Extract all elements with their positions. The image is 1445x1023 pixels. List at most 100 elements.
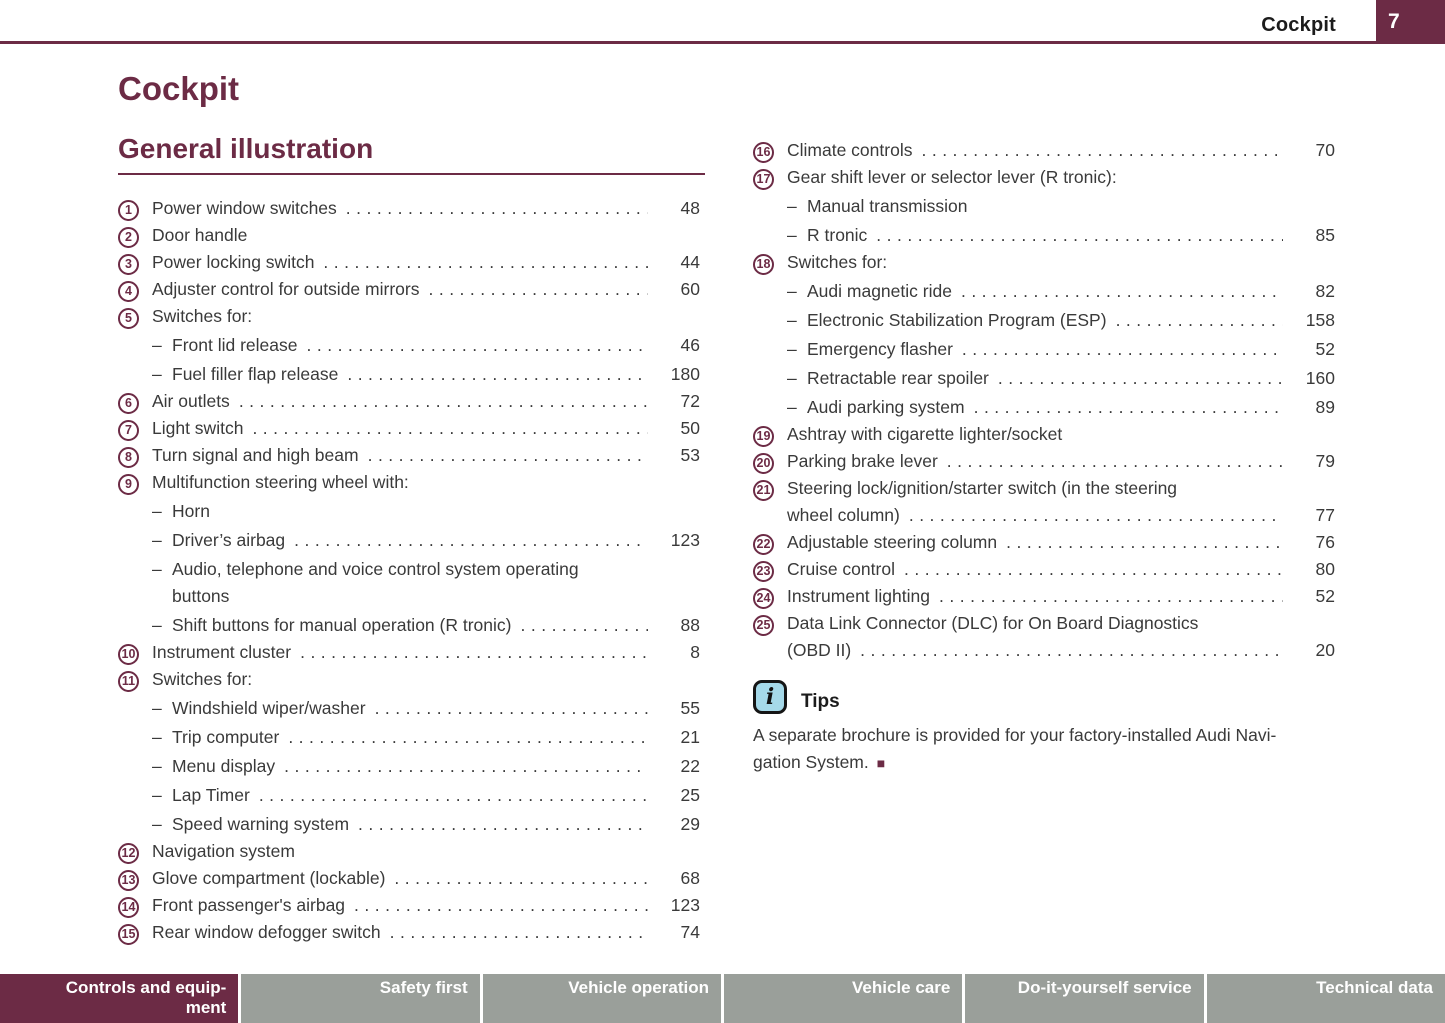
circled-number: 2 bbox=[118, 226, 139, 248]
toc-subitem[interactable]: –Driver’s airbag 123 bbox=[118, 527, 700, 554]
toc-item[interactable]: 11 Switches for: bbox=[118, 666, 700, 693]
toc-item[interactable]: 18 Switches for: bbox=[753, 249, 1335, 276]
toc-item[interactable]: 22 Adjustable steering column 76 bbox=[753, 529, 1335, 556]
toc-item[interactable]: 17 Gear shift lever or selector lever (R … bbox=[753, 164, 1335, 191]
dash-bullet: – bbox=[152, 727, 162, 747]
toc-item[interactable]: 23 Cruise control 80 bbox=[753, 556, 1335, 583]
toc-subitem[interactable]: –Electronic Stabilization Program (ESP) 1… bbox=[753, 307, 1335, 334]
toc-item-label: Gear shift lever or selector lever (R tr… bbox=[787, 167, 1117, 187]
toc-item[interactable]: 6 Air outlets 72 bbox=[118, 388, 700, 415]
dot-leader bbox=[904, 556, 1283, 583]
toc-item[interactable]: 12 Navigation system bbox=[118, 838, 700, 865]
circled-number: 24 bbox=[753, 587, 774, 609]
toc-item[interactable]: 2 Door handle bbox=[118, 222, 700, 249]
toc-page-number: 68 bbox=[680, 868, 700, 888]
item-number-cell: 9 bbox=[118, 469, 152, 496]
footer-tab-technical-data[interactable]: Technical data bbox=[1206, 974, 1445, 1023]
toc-page-number: 82 bbox=[1315, 281, 1335, 301]
toc-item-label: Parking brake lever bbox=[787, 451, 938, 471]
item-number-cell: 22 bbox=[753, 529, 787, 556]
footer-tab-label: Do-it-yourself service bbox=[1017, 978, 1192, 997]
toc-item[interactable]: 7 Light switch 50 bbox=[118, 415, 700, 442]
toc-subitem[interactable]: –R tronic 85 bbox=[753, 222, 1335, 249]
toc-item-label: (OBD II) bbox=[787, 640, 852, 660]
toc-item-label: R tronic bbox=[807, 225, 868, 245]
toc-item[interactable]: 1 Power window switches 48 bbox=[118, 195, 700, 222]
toc-item-label: buttons bbox=[172, 586, 230, 606]
footer-tab-safety-first[interactable]: Safety first bbox=[241, 974, 480, 1023]
tips-text-line: gation System. bbox=[753, 752, 869, 772]
toc-subitem[interactable]: –Fuel filler flap release 180 bbox=[118, 361, 700, 388]
toc-item[interactable]: 19 Ashtray with cigarette lighter/socket bbox=[753, 421, 1335, 448]
toc-subitem[interactable]: –Trip computer 21 bbox=[118, 724, 700, 751]
circled-number: 10 bbox=[118, 643, 139, 665]
toc-subitem[interactable]: –Retractable rear spoiler 160 bbox=[753, 365, 1335, 392]
toc-item-label: Climate controls bbox=[787, 140, 913, 160]
toc-page-number: 123 bbox=[670, 895, 700, 915]
toc-subitem[interactable]: –Speed warning system 29 bbox=[118, 811, 700, 838]
footer-tab-vehicle-care[interactable]: Vehicle care bbox=[723, 974, 963, 1023]
toc-item-continuation[interactable]: buttons bbox=[118, 583, 700, 610]
toc-item[interactable]: 5 Switches for: bbox=[118, 303, 700, 330]
toc-item-label: Fuel filler flap release bbox=[172, 364, 339, 384]
header-section-title: Cockpit bbox=[1261, 14, 1336, 36]
toc-item[interactable]: 14 Front passenger's airbag 123 bbox=[118, 892, 700, 919]
toc-item[interactable]: 20 Parking brake lever 79 bbox=[753, 448, 1335, 475]
toc-item[interactable]: 15 Rear window defogger switch 74 bbox=[118, 919, 700, 946]
dot-leader bbox=[284, 753, 648, 780]
circled-number: 22 bbox=[753, 533, 774, 555]
toc-subitem[interactable]: –Menu display 22 bbox=[118, 753, 700, 780]
toc-subitem[interactable]: –Lap Timer 25 bbox=[118, 782, 700, 809]
toc-subitem[interactable]: – Shift buttons for manual operation (R t… bbox=[118, 612, 700, 639]
toc-item[interactable]: 4 Adjuster control for outside mirrors 60 bbox=[118, 276, 700, 303]
toc-item[interactable]: 3 Power locking switch 44 bbox=[118, 249, 700, 276]
toc-subitem[interactable]: – Audio, telephone and voice control syst… bbox=[118, 556, 700, 583]
dash-bullet: – bbox=[152, 364, 162, 384]
circled-number: 1 bbox=[118, 199, 139, 221]
item-number-cell: 8 bbox=[118, 442, 152, 469]
toc-item-label: Electronic Stabilization Program (ESP) bbox=[807, 310, 1107, 330]
toc-item[interactable]: 8 Turn signal and high beam 53 bbox=[118, 442, 700, 469]
footer-tab-controls-and-equip-ment[interactable]: Controls and equip-ment bbox=[0, 974, 239, 1023]
toc-subitem[interactable]: –Windshield wiper/washer 55 bbox=[118, 695, 700, 722]
dot-leader bbox=[347, 361, 648, 388]
toc-item[interactable]: 24 Instrument lighting 52 bbox=[753, 583, 1335, 610]
toc-subitem[interactable]: –Audi parking system 89 bbox=[753, 394, 1335, 421]
toc-page-number: 20 bbox=[1315, 640, 1335, 660]
toc-page-number: 48 bbox=[680, 198, 700, 218]
toc-subitem[interactable]: – Manual transmission bbox=[753, 193, 1335, 220]
circled-number: 14 bbox=[118, 896, 139, 918]
toc-item[interactable]: 21 Steering lock/ignition/starter switch … bbox=[753, 475, 1335, 502]
footer-tab-do-it-yourself-service[interactable]: Do-it-yourself service bbox=[965, 974, 1204, 1023]
dot-leader bbox=[860, 637, 1283, 664]
dot-leader bbox=[394, 865, 648, 892]
tips-section: i Tips A separate brochure is provided for… bbox=[753, 680, 1335, 777]
dot-leader bbox=[323, 249, 648, 276]
toc-item[interactable]: 13 Glove compartment (lockable) 68 bbox=[118, 865, 700, 892]
toc-item-label: Door handle bbox=[152, 225, 248, 245]
tips-text: A separate brochure is provided for your… bbox=[753, 722, 1335, 777]
footer-tab-vehicle-operation[interactable]: Vehicle operation bbox=[482, 974, 721, 1023]
dot-leader bbox=[428, 276, 648, 303]
toc-item-label: Switches for: bbox=[787, 252, 888, 272]
toc-item[interactable]: 10 Instrument cluster 8 bbox=[118, 639, 700, 666]
toc-subitem[interactable]: – Horn bbox=[118, 498, 700, 525]
toc-item[interactable]: 16 Climate controls 70 bbox=[753, 137, 1335, 164]
item-number-cell: 7 bbox=[118, 415, 152, 442]
circled-number: 7 bbox=[118, 419, 139, 441]
toc-item[interactable]: 25 Data Link Connector (DLC) for On Board… bbox=[753, 610, 1335, 637]
toc-page-number: 89 bbox=[1315, 397, 1335, 417]
toc-item-label: Data Link Connector (DLC) for On Board D… bbox=[787, 613, 1199, 633]
dash-bullet: – bbox=[787, 397, 797, 417]
item-number-cell: 13 bbox=[118, 865, 152, 892]
toc-subitem[interactable]: –Audi magnetic ride 82 bbox=[753, 278, 1335, 305]
toc-subitem[interactable]: –Emergency flasher 52 bbox=[753, 336, 1335, 363]
toc-item[interactable]: 9 Multifunction steering wheel with: bbox=[118, 469, 700, 496]
dash-bullet: – bbox=[787, 368, 797, 388]
toc-item-continuation[interactable]: (OBD II) 20 bbox=[753, 637, 1335, 664]
dash-bullet: – bbox=[152, 559, 162, 579]
toc-item-continuation[interactable]: wheel column) 77 bbox=[753, 502, 1335, 529]
toc-item-label: Manual transmission bbox=[807, 196, 968, 216]
toc-subitem[interactable]: –Front lid release 46 bbox=[118, 332, 700, 359]
